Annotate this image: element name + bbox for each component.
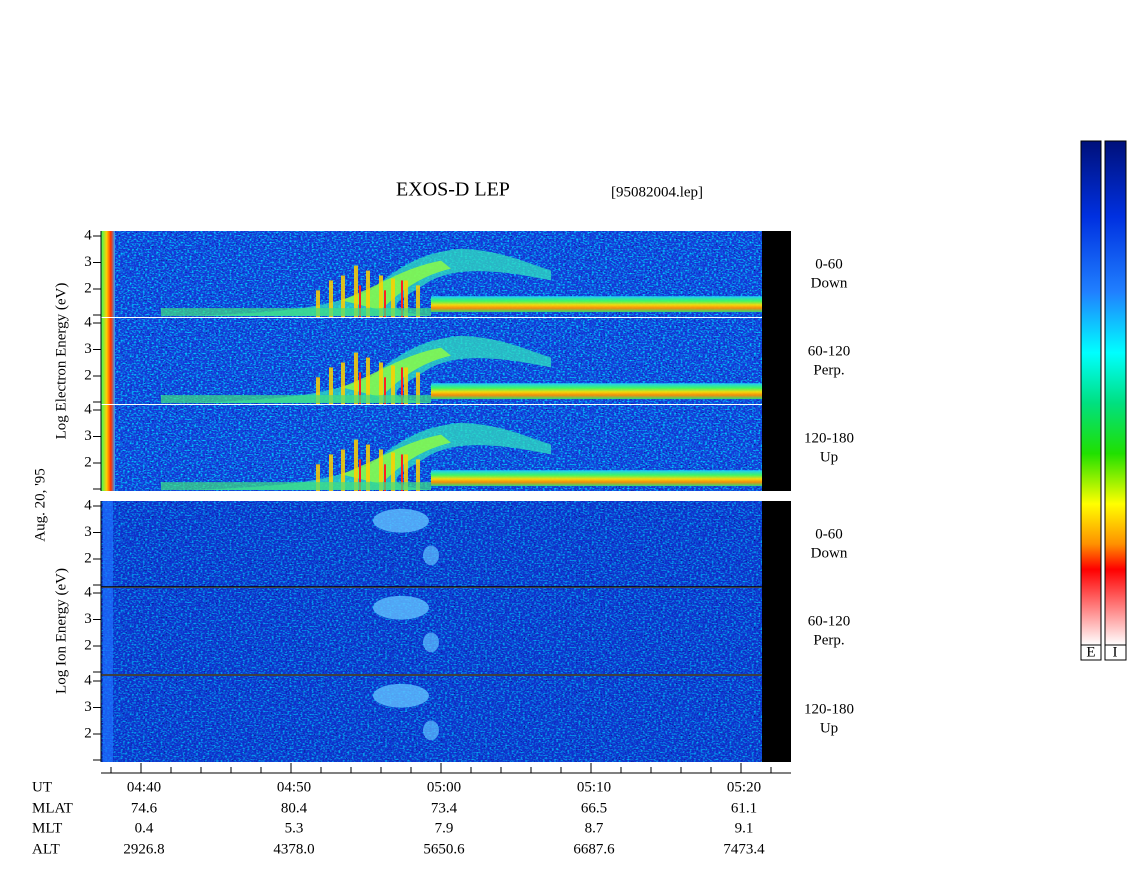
panel-direction: Perp.: [813, 632, 844, 648]
y-tick-label: 4: [84, 497, 92, 513]
panel-angle: 60-120: [808, 613, 851, 629]
orbit-row-name: MLT: [32, 820, 62, 836]
orbit-value: 8.7: [585, 820, 604, 836]
orbit-value: 73.4: [431, 800, 458, 816]
panel-direction: Perp.: [813, 362, 844, 378]
date: Aug. 20, '95: [32, 468, 48, 542]
panel-angle: 60-120: [808, 343, 851, 359]
y-tick-label: 2: [84, 725, 92, 741]
ion-panels: [101, 501, 762, 762]
orbit-row-name: ALT: [32, 841, 60, 857]
no-data: [762, 231, 791, 491]
orbit-value: 7.9: [435, 820, 454, 836]
panel-direction: Up: [820, 449, 838, 465]
orbit-value: 04:40: [127, 779, 161, 795]
colorbar-label: I: [1113, 644, 1118, 660]
y-tick-label: 2: [84, 454, 92, 470]
orbit-value: 04:50: [277, 779, 311, 795]
panel-angle: 120-180: [804, 430, 854, 446]
electron-ylabel: Log Electron Energy (eV): [53, 283, 69, 440]
orbit-value: 7473.4: [723, 841, 765, 857]
y-tick-label: 4: [84, 401, 92, 417]
y-tick-label: 3: [84, 341, 92, 357]
orbit-row-name: MLAT: [32, 800, 73, 816]
y-tick-label: 2: [84, 280, 92, 296]
y-tick-label: 3: [84, 428, 92, 444]
ion-ylabel: Log Ion Energy (eV): [53, 568, 69, 694]
orbit-value: 9.1: [735, 820, 754, 836]
orbit-row-name: UT: [32, 779, 52, 795]
orbit-value: 05:20: [727, 779, 761, 795]
orbit-value: 4378.0: [273, 841, 314, 857]
panel-angle: 120-180: [804, 701, 854, 717]
colorbars: E I: [1080, 140, 1127, 661]
orbit-value: 05:10: [577, 779, 611, 795]
y-tick-label: 3: [84, 524, 92, 540]
orbit-value: 0.4: [135, 820, 154, 836]
y-tick-label: 3: [84, 699, 92, 715]
orbit-value: 5650.6: [423, 841, 465, 857]
y-tick-label: 2: [84, 550, 92, 566]
y-tick-label: 3: [84, 254, 92, 270]
orbit-value: 80.4: [281, 800, 308, 816]
y-tick-label: 2: [84, 367, 92, 383]
y-tick-label: 4: [84, 314, 92, 330]
electron-panels: [101, 231, 762, 491]
orbit-value: 74.6: [131, 800, 158, 816]
y-tick-label: 3: [84, 611, 92, 627]
y-tick-label: 2: [84, 637, 92, 653]
panel-direction: Down: [811, 275, 848, 291]
orbit-value: 05:00: [427, 779, 461, 795]
y-tick-label: 4: [84, 672, 92, 688]
orbit-value: 5.3: [285, 820, 304, 836]
panel-angle: 0-60: [815, 256, 843, 272]
no-data: [762, 501, 791, 762]
orbit-value: 6687.6: [573, 841, 615, 857]
orbit-value: 66.5: [581, 800, 607, 816]
orbit-value: 2926.8: [123, 841, 164, 857]
file-name: [95082004.lep]: [611, 184, 703, 200]
y-tick-label: 4: [84, 584, 92, 600]
colorbar-label: E: [1086, 644, 1095, 660]
orbit-value: 61.1: [731, 800, 757, 816]
panel-angle: 0-60: [815, 526, 843, 542]
panel-direction: Down: [811, 545, 848, 561]
panel-direction: Up: [820, 720, 838, 736]
y-tick-label: 4: [84, 227, 92, 243]
title: EXOS-D LEP: [396, 179, 510, 201]
